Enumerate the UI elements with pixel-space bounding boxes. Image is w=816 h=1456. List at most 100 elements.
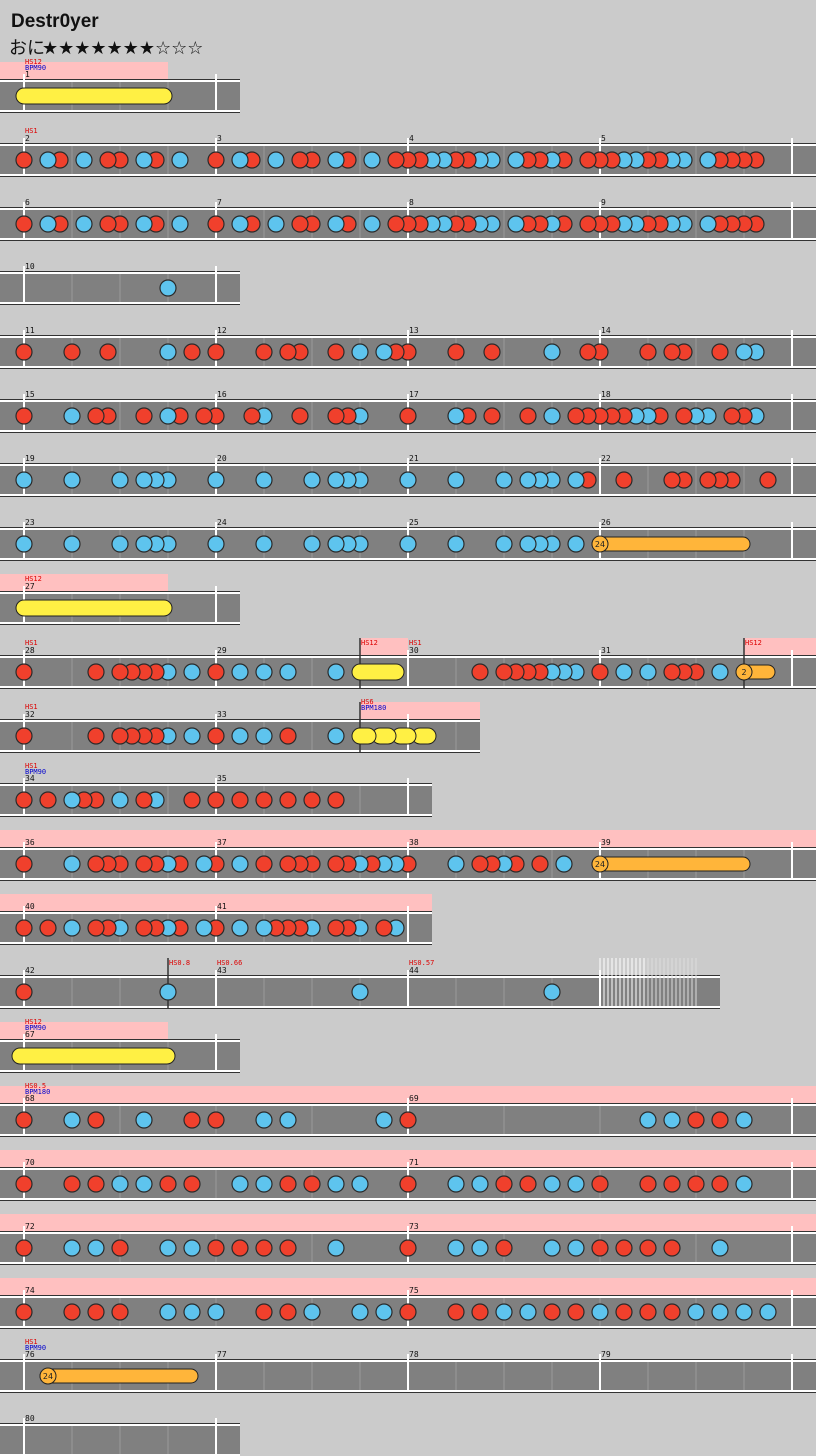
ka-note	[63, 407, 81, 425]
don-note	[567, 1303, 585, 1321]
ka-note	[507, 215, 525, 233]
ka-note	[375, 1303, 393, 1321]
measure-number: 3	[217, 134, 222, 143]
ka-note	[207, 471, 225, 489]
don-note	[15, 727, 33, 745]
don-note	[663, 1239, 681, 1257]
measure-number: 8	[409, 198, 414, 207]
don-note	[183, 1111, 201, 1129]
don-note	[15, 791, 33, 809]
don-note	[327, 343, 345, 361]
don-note	[591, 1239, 609, 1257]
measure-number: 40	[25, 902, 35, 911]
don-note	[99, 151, 117, 169]
don-note	[111, 1239, 129, 1257]
measure-number: 20	[217, 454, 227, 463]
scroll-label: HS1	[25, 127, 38, 135]
gogo-band	[0, 1022, 168, 1040]
don-note	[15, 343, 33, 361]
ka-note	[399, 535, 417, 553]
don-note	[663, 343, 681, 361]
measure-number: 12	[217, 326, 227, 335]
don-note	[207, 1111, 225, 1129]
don-note	[63, 1175, 81, 1193]
ka-note	[327, 215, 345, 233]
ka-note	[135, 151, 153, 169]
measure-number: 21	[409, 454, 419, 463]
measure-number: 44	[409, 966, 419, 975]
don-note	[579, 215, 597, 233]
song-title: Destr0yer	[11, 11, 99, 32]
scroll-label: HS0.66	[217, 959, 242, 967]
ka-note	[159, 279, 177, 297]
scroll-label: HS12	[25, 1018, 42, 1026]
ka-note	[87, 1239, 105, 1257]
don-note	[159, 1175, 177, 1193]
don-note	[447, 1303, 465, 1321]
don-note	[111, 663, 129, 681]
ka-note	[699, 215, 717, 233]
ka-note	[39, 151, 57, 169]
don-note	[255, 1239, 273, 1257]
scroll-label: HS1	[25, 639, 38, 647]
scroll-label: HS0.57	[409, 959, 434, 967]
ka-note	[663, 1111, 681, 1129]
measure-number: 29	[217, 646, 227, 655]
ka-note	[471, 1239, 489, 1257]
measure-number: 17	[409, 390, 419, 399]
ka-note	[135, 1111, 153, 1129]
balloon-count: 24	[43, 1372, 53, 1381]
don-note	[15, 407, 33, 425]
don-note	[15, 663, 33, 681]
ka-note	[543, 983, 561, 1001]
don-note	[687, 1111, 705, 1129]
don-note	[255, 1303, 273, 1321]
difficulty-name: おに	[9, 38, 45, 59]
ka-note	[255, 1175, 273, 1193]
scroll-label: HS0.8	[169, 959, 190, 967]
ka-note	[591, 1303, 609, 1321]
gogo-band	[744, 638, 816, 656]
don-note	[639, 1175, 657, 1193]
ka-note	[303, 471, 321, 489]
don-note	[279, 343, 297, 361]
measure-number: 77	[217, 1350, 227, 1359]
don-note	[279, 1175, 297, 1193]
measure-number: 26	[601, 518, 611, 527]
don-note	[483, 407, 501, 425]
ka-note	[327, 151, 345, 169]
ka-note	[639, 1111, 657, 1129]
ka-note	[255, 1111, 273, 1129]
don-note	[207, 343, 225, 361]
ka-note	[111, 535, 129, 553]
ka-note	[231, 151, 249, 169]
gogo-band	[0, 1150, 816, 1168]
don-note	[111, 1303, 129, 1321]
ka-note	[507, 151, 525, 169]
don-note	[15, 1303, 33, 1321]
ka-note	[327, 1175, 345, 1193]
measure-number: 38	[409, 838, 419, 847]
ka-note	[351, 1175, 369, 1193]
measure-number: 42	[25, 966, 35, 975]
don-note	[531, 855, 549, 873]
ka-note	[711, 663, 729, 681]
don-note	[399, 407, 417, 425]
measure-number: 13	[409, 326, 419, 335]
don-note	[327, 855, 345, 873]
ka-note	[63, 471, 81, 489]
ka-note	[447, 407, 465, 425]
ka-note	[279, 663, 297, 681]
measure-number: 30	[409, 646, 419, 655]
ka-note	[375, 343, 393, 361]
measure-number: 79	[601, 1350, 611, 1359]
drumroll	[11, 1047, 176, 1065]
ka-note	[303, 1303, 321, 1321]
measure-number: 10	[25, 262, 35, 271]
measure-number: 6	[25, 198, 30, 207]
ka-note	[759, 1303, 777, 1321]
don-note	[135, 919, 153, 937]
ka-note	[555, 855, 573, 873]
ka-note	[195, 855, 213, 873]
